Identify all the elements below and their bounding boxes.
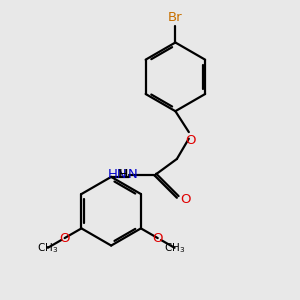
Text: HN: HN [108, 168, 128, 181]
Text: O: O [152, 232, 163, 244]
Text: Br: Br [168, 11, 183, 24]
Text: O: O [185, 134, 196, 147]
Text: N: N [128, 168, 138, 181]
Text: O: O [59, 232, 70, 244]
Text: CH$_3$: CH$_3$ [37, 241, 58, 255]
Text: H: H [118, 168, 128, 181]
Text: H: H [118, 168, 128, 181]
Text: CH$_3$: CH$_3$ [164, 241, 185, 255]
Text: O: O [181, 193, 191, 206]
